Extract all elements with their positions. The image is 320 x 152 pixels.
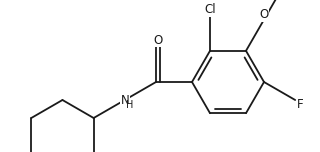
- Text: F: F: [297, 97, 303, 111]
- Text: O: O: [153, 33, 162, 47]
- Text: Cl: Cl: [204, 3, 216, 16]
- Text: N: N: [120, 93, 129, 107]
- Text: H: H: [126, 100, 133, 110]
- Text: O: O: [260, 8, 268, 21]
